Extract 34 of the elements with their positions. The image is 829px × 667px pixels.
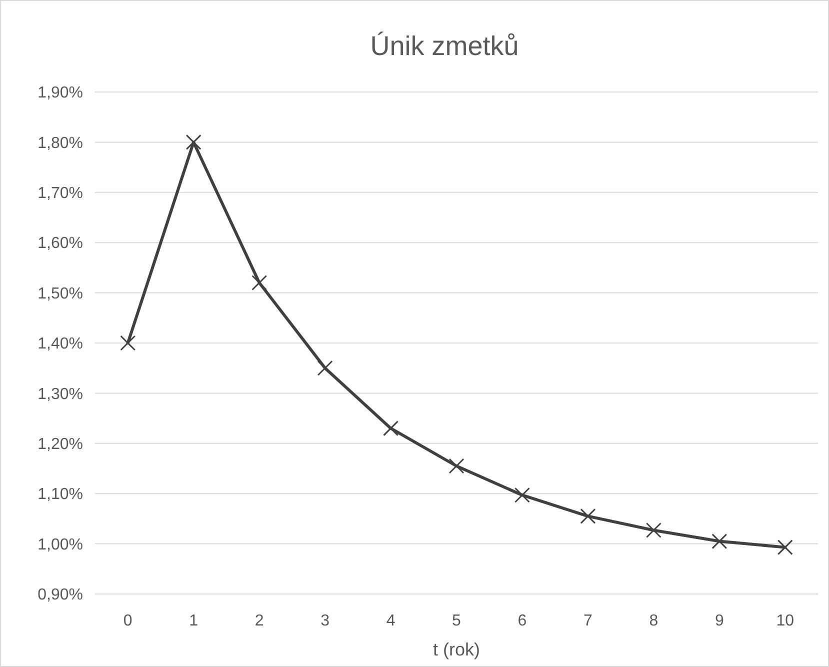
x-tick-label: 1 [189, 612, 198, 630]
point [186, 134, 202, 150]
x-tick-label: 10 [776, 612, 794, 630]
x-tick-label: 6 [518, 612, 527, 630]
y-tick-label: 1,60% [38, 235, 83, 252]
y-tick-label: 1,40% [38, 336, 83, 353]
x-tick-label: 5 [452, 612, 462, 630]
y-tick-label: 1,80% [38, 134, 83, 152]
point [448, 458, 464, 474]
y-tick-label: 1,90% [38, 84, 83, 102]
point [514, 487, 530, 503]
y-tick-label: 1,00% [38, 536, 83, 554]
x-tick-label: 9 [714, 612, 724, 630]
x-tick-label: 4 [386, 612, 396, 630]
point [712, 534, 728, 550]
y-tick-label: 1,20% [38, 436, 83, 453]
y-tick-label: 1,70% [38, 185, 83, 202]
point [646, 522, 662, 538]
point [120, 335, 136, 351]
x-tick-label: 7 [584, 612, 592, 630]
point [777, 540, 793, 556]
point [580, 508, 596, 524]
point [252, 275, 268, 291]
point [383, 420, 399, 436]
x-tick-label: 3 [320, 612, 330, 630]
y-tick-label: 1,10% [38, 486, 83, 504]
chart-title: Únik zmetků [370, 31, 519, 61]
x-axis-title: t (rok) [433, 639, 480, 660]
x-tick-label: 0 [123, 612, 132, 630]
y-tick-label: 1,50% [38, 285, 83, 302]
y-tick-label: 1,30% [38, 386, 83, 403]
y-tick-label: 0,90% [38, 586, 83, 604]
x-tick-label: 2 [254, 612, 264, 630]
x-tick-label: 8 [649, 612, 658, 630]
